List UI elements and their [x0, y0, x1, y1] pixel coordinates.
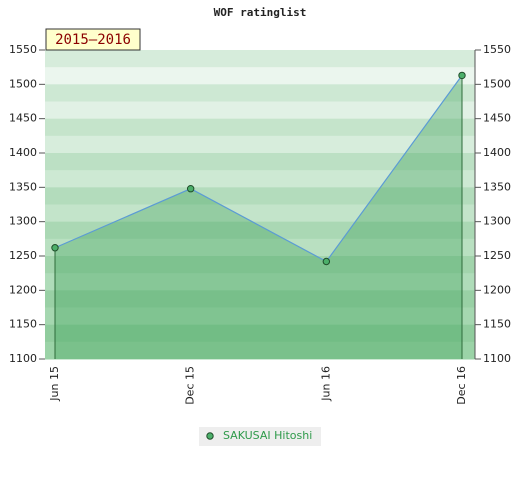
y-tick-label: 1550	[9, 43, 37, 56]
x-tick-label: Jun 15	[48, 366, 61, 402]
background-stripe	[45, 204, 475, 223]
y2-tick-label: 1200	[483, 283, 511, 296]
background-stripe	[45, 50, 475, 68]
y2-tick-label: 1500	[483, 77, 511, 90]
legend-marker	[206, 432, 214, 440]
period-badge: 2015–2016	[55, 32, 131, 48]
background-stripe	[45, 118, 475, 137]
background-stripe	[45, 187, 475, 205]
y-tick-label: 1400	[9, 146, 37, 159]
y2-tick-label: 1350	[483, 180, 511, 193]
point	[322, 257, 331, 266]
legend-box	[199, 427, 321, 446]
background-stripe	[45, 84, 475, 102]
background-stripe	[45, 135, 475, 154]
background-stripe	[45, 341, 475, 360]
background-stripe	[45, 170, 475, 188]
legend-label: SAKUSAI Hitoshi	[223, 429, 312, 442]
background-stripe	[45, 221, 475, 240]
y-tick-label: 1250	[9, 249, 37, 262]
x-tick-label: Dec 16	[455, 366, 468, 405]
background-stripe	[45, 153, 475, 171]
y-tick-label: 1300	[9, 215, 37, 228]
background-stripe	[45, 101, 475, 120]
point	[186, 185, 195, 193]
x-tick-label: Dec 15	[184, 366, 197, 405]
y-tick-label: 1500	[9, 77, 37, 90]
y2-tick-label: 1100	[483, 352, 511, 365]
badge-box	[45, 28, 141, 51]
y2-tick-label: 1300	[483, 215, 511, 228]
background-stripe	[45, 238, 475, 257]
background-stripe	[45, 256, 475, 274]
area	[55, 75, 462, 359]
background-stripe	[45, 290, 475, 308]
y-tick-label: 1450	[9, 112, 37, 125]
point	[458, 71, 466, 80]
y2-tick-label: 1550	[483, 43, 511, 56]
y-tick-label: 1150	[9, 318, 37, 331]
y-tick-label: 1100	[9, 352, 37, 365]
y2-tick-label: 1400	[483, 146, 511, 159]
background-stripe	[45, 307, 475, 326]
y-tick-label: 1350	[9, 180, 37, 193]
point	[51, 244, 59, 252]
y2-tick-label: 1150	[483, 318, 511, 331]
y2-tick-label: 1450	[483, 112, 511, 125]
y-tick-label: 1200	[9, 283, 37, 296]
chart-title: WOF ratinglist	[214, 6, 307, 19]
x-tick-label: Jun 16	[319, 366, 332, 402]
line	[54, 75, 463, 263]
background-stripe	[45, 324, 475, 343]
background-stripe	[45, 67, 475, 85]
background-stripe	[45, 273, 475, 291]
plot-area	[45, 50, 475, 360]
y2-tick-label: 1250	[483, 249, 511, 262]
